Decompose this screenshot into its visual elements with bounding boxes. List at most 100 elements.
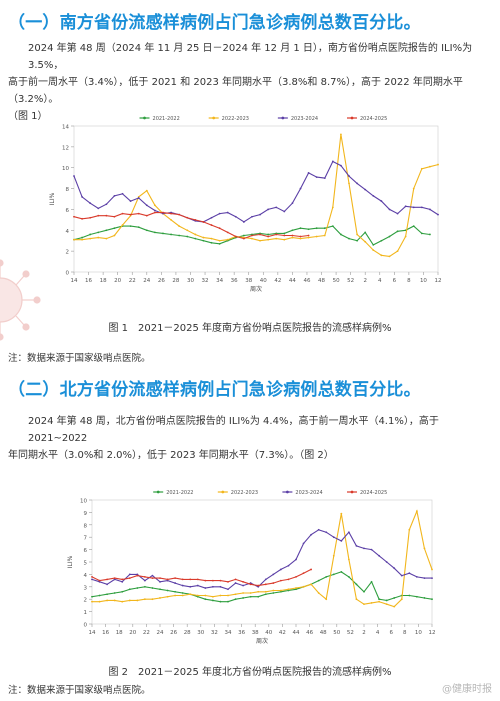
data-point xyxy=(121,580,124,583)
data-point xyxy=(259,233,261,236)
x-tick-label: 30 xyxy=(187,278,194,284)
y-tick-label: 8 xyxy=(66,187,70,193)
data-point xyxy=(283,234,286,237)
data-point xyxy=(170,233,172,236)
data-point xyxy=(210,237,213,240)
section1-heading: （一）南方省份流感样病例占门急诊病例总数百分比。 xyxy=(8,13,421,33)
x-tick-label: 10 xyxy=(415,630,422,636)
data-point xyxy=(267,235,270,238)
x-tick-label: 46 xyxy=(303,278,310,284)
data-point xyxy=(121,600,124,603)
data-point xyxy=(129,200,132,202)
data-point xyxy=(97,214,100,217)
data-point xyxy=(388,235,391,238)
data-point xyxy=(340,164,342,167)
data-point xyxy=(153,204,156,207)
data-point xyxy=(299,237,302,240)
data-point xyxy=(287,564,290,567)
data-point xyxy=(91,595,93,598)
data-point xyxy=(196,595,199,598)
data-point xyxy=(128,577,131,580)
data-point xyxy=(89,202,92,205)
data-point xyxy=(113,215,116,218)
series-line-2022-2023 xyxy=(74,134,439,257)
y-tick-label: 8 xyxy=(84,523,88,529)
data-point xyxy=(356,233,359,236)
data-point xyxy=(340,133,342,136)
data-point xyxy=(299,227,302,230)
section1-note: 注：数据来源于国家级哨点医院。 xyxy=(8,353,151,364)
x-tick-label: 22 xyxy=(143,630,150,636)
data-point xyxy=(242,221,245,223)
data-point xyxy=(393,605,396,608)
data-point xyxy=(287,578,290,581)
data-point xyxy=(412,225,415,228)
x-tick-label: 50 xyxy=(333,278,340,284)
data-point xyxy=(332,536,335,539)
data-point xyxy=(251,237,253,240)
data-point xyxy=(404,205,407,208)
data-point xyxy=(396,212,399,215)
data-point xyxy=(196,594,199,597)
data-point xyxy=(174,590,177,593)
data-point xyxy=(340,233,342,236)
data-point xyxy=(145,204,148,207)
data-point xyxy=(218,239,221,242)
legend-label: 2024-2025 xyxy=(360,116,387,122)
data-point xyxy=(385,603,388,606)
data-point xyxy=(257,595,260,598)
data-point xyxy=(106,578,109,581)
data-point xyxy=(415,595,418,598)
data-point xyxy=(315,235,318,238)
data-point xyxy=(159,588,161,591)
data-point xyxy=(174,577,177,580)
data-point xyxy=(128,599,131,602)
data-point xyxy=(97,207,100,210)
data-point xyxy=(283,210,286,213)
data-point xyxy=(264,578,267,581)
data-point xyxy=(234,578,237,581)
series-line-2023-2024 xyxy=(73,160,439,223)
data-point xyxy=(340,571,343,573)
legend-label: 2021-2022 xyxy=(166,490,193,496)
data-point xyxy=(128,573,131,576)
x-tick-label: 30 xyxy=(197,630,204,636)
data-point xyxy=(242,592,245,594)
x-tick-label: 40 xyxy=(260,278,267,284)
data-point xyxy=(347,531,350,534)
data-point xyxy=(106,599,109,602)
data-point xyxy=(356,182,359,185)
x-tick-label: 50 xyxy=(333,630,340,636)
data-point xyxy=(429,208,431,211)
y-tick-label: 6 xyxy=(84,548,88,554)
data-point xyxy=(121,212,124,215)
data-point xyxy=(423,577,426,580)
data-point xyxy=(121,578,124,581)
data-point xyxy=(105,229,108,232)
data-point xyxy=(242,584,245,587)
y-tick-label: 2 xyxy=(84,598,88,604)
data-point xyxy=(73,238,75,241)
data-point xyxy=(372,194,375,197)
data-point xyxy=(113,599,116,602)
data-point xyxy=(317,592,320,594)
data-point xyxy=(404,235,407,238)
x-tick-label: 12 xyxy=(435,278,442,284)
x-axis-label: 周次 xyxy=(250,285,262,293)
data-point xyxy=(204,579,207,582)
y-tick-label: 12 xyxy=(62,145,69,151)
data-point xyxy=(378,554,381,557)
data-point xyxy=(259,239,261,242)
x-tick-label: 16 xyxy=(102,630,109,636)
data-point xyxy=(113,577,116,580)
data-point xyxy=(166,589,169,592)
x-tick-label: 18 xyxy=(116,630,123,636)
data-point xyxy=(143,585,146,588)
data-point xyxy=(272,573,275,576)
data-point xyxy=(423,547,426,550)
data-point xyxy=(355,583,358,586)
y-tick-label: 5 xyxy=(84,561,88,567)
data-point xyxy=(151,598,154,601)
data-point xyxy=(170,218,172,221)
data-point xyxy=(226,231,229,234)
